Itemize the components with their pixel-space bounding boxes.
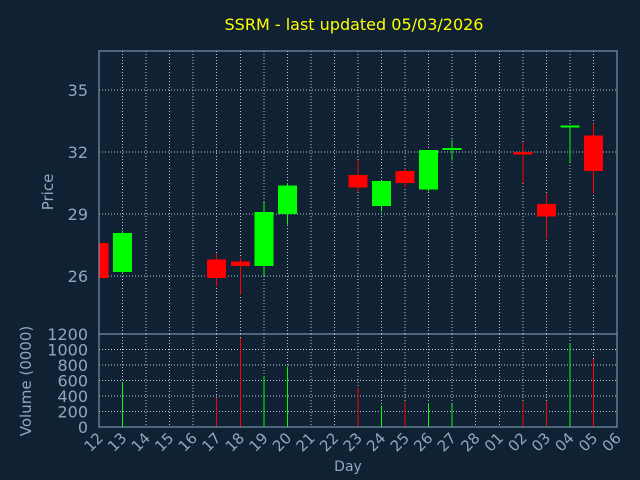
volume-tick-label: 800 [57,356,88,375]
price-panel: 26 29 32 35 Price [39,50,618,335]
price-axis-label: Price [39,174,57,211]
price-tick-label: 32 [68,143,88,162]
candle-body [372,181,392,206]
price-tick-label: 35 [68,81,88,100]
volume-series [122,337,594,427]
candle-body [395,170,415,184]
volume-axis-label: Volume (0000) [17,326,35,436]
volume-tick-label: 200 [57,403,88,422]
candle-body [583,135,603,171]
price-tick-labels: 26 29 32 35 [68,81,88,286]
candlestick-series [98,123,603,295]
candle-body [113,232,133,273]
volume-tick-label: 0 [78,418,88,437]
candle-body [230,261,250,266]
price-tick-label: 26 [68,267,88,286]
volume-tick-label: 600 [57,372,88,391]
price-tick-label: 29 [68,205,88,224]
candle-body [348,174,368,188]
candle-body [277,185,297,215]
volume-tick-label: 400 [57,387,88,406]
volume-tick-label: 1200 [47,325,88,344]
candle-body [207,259,227,279]
candle-body [254,212,274,266]
chart-title: SSRM - last updated 05/03/2026 [225,15,484,34]
candle-body [513,152,533,155]
x-axis-label: Day [334,459,362,475]
x-tick-labels: 1213141516171819202122232425262728010203… [81,429,625,455]
candle-body [99,243,109,279]
candle-body [419,150,439,190]
volume-tick-label: 1000 [47,341,88,360]
volume-panel-frame [98,333,618,428]
candle-body [536,203,556,217]
candle-body [560,125,580,128]
candle-body [442,148,462,151]
